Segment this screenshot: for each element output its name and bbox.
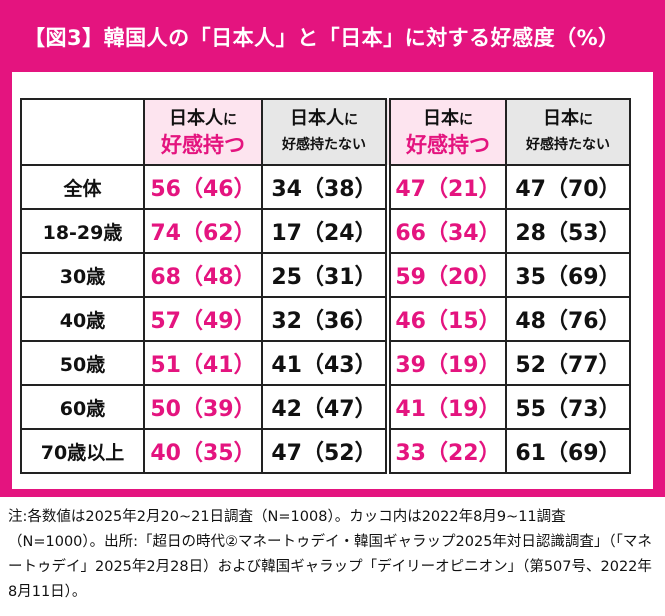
- value-cell: 59（20）: [385, 252, 507, 298]
- header-japan-favorable: 日本に 好感持つ: [385, 98, 507, 166]
- header-line1-suffix: に: [579, 111, 593, 128]
- table-corner-cell: [20, 98, 145, 166]
- value-cell: 32（36）: [261, 296, 389, 342]
- row-label: 18-29歳: [20, 208, 145, 254]
- value-cell: 40（35）: [143, 428, 263, 474]
- header-line2: 好感持たない: [282, 136, 366, 153]
- table-row: 18-29歳 74（62） 17（24） 66（34） 28（53）: [20, 208, 631, 254]
- row-label: 全体: [20, 164, 145, 210]
- header-line1-suffix: に: [344, 111, 358, 128]
- row-label: 50歳: [20, 340, 145, 386]
- value-cell: 17（24）: [261, 208, 389, 254]
- row-label: 60歳: [20, 384, 145, 430]
- header-line1: 日本人: [290, 107, 344, 129]
- header-line2: 好感持つ: [161, 132, 245, 157]
- row-label: 40歳: [20, 296, 145, 342]
- value-cell: 56（46）: [143, 164, 263, 210]
- value-cell: 48（76）: [505, 296, 631, 342]
- value-cell: 39（19）: [385, 340, 507, 386]
- value-cell: 50（39）: [143, 384, 263, 430]
- header-japanese-people-unfavorable: 日本人に 好感持たない: [261, 98, 389, 166]
- table-row: 50歳 51（41） 41（43） 39（19） 52（77）: [20, 340, 631, 386]
- value-cell: 61（69）: [505, 428, 631, 474]
- table-row: 70歳以上 40（35） 47（52） 33（22） 61（69）: [20, 428, 631, 474]
- table-header-row: 日本人に 好感持つ 日本人に 好感持たない 日本に 好感持つ 日本に 好感持たな…: [20, 98, 631, 166]
- table-row: 全体 56（46） 34（38） 47（21） 47（70）: [20, 164, 631, 210]
- value-cell: 47（52）: [261, 428, 389, 474]
- value-cell: 41（43）: [261, 340, 389, 386]
- header-line2: 好感持たない: [526, 136, 610, 153]
- value-cell: 25（31）: [261, 252, 389, 298]
- value-cell: 52（77）: [505, 340, 631, 386]
- table-row: 60歳 50（39） 42（47） 41（19） 55（73）: [20, 384, 631, 430]
- value-cell: 42（47）: [261, 384, 389, 430]
- value-cell: 46（15）: [385, 296, 507, 342]
- header-japanese-people-favorable: 日本人に 好感持つ: [143, 98, 263, 166]
- row-label: 70歳以上: [20, 428, 145, 474]
- header-japan-unfavorable: 日本に 好感持たない: [505, 98, 631, 166]
- value-cell: 35（69）: [505, 252, 631, 298]
- value-cell: 47（21）: [385, 164, 507, 210]
- value-cell: 74（62）: [143, 208, 263, 254]
- value-cell: 55（73）: [505, 384, 631, 430]
- header-line1: 日本人: [169, 107, 223, 129]
- table-row: 40歳 57（49） 32（36） 46（15） 48（76）: [20, 296, 631, 342]
- header-line1: 日本: [423, 107, 459, 129]
- value-cell: 68（48）: [143, 252, 263, 298]
- value-cell: 66（34）: [385, 208, 507, 254]
- value-cell: 34（38）: [261, 164, 389, 210]
- footnote: 注:各数値は2025年2月20~21日調査（N=1008）。カッコ内は2022年…: [8, 509, 652, 600]
- survey-table: 日本人に 好感持つ 日本人に 好感持たない 日本に 好感持つ 日本に 好感持たな…: [20, 98, 631, 474]
- figure-title: 【図3】韓国人の「日本人」と「日本」に対する好感度（%）: [24, 26, 620, 50]
- header-line2: 好感持つ: [406, 132, 490, 157]
- header-line1-suffix: に: [223, 111, 237, 128]
- value-cell: 57（49）: [143, 296, 263, 342]
- table-row: 30歳 68（48） 25（31） 59（20） 35（69）: [20, 252, 631, 298]
- value-cell: 41（19）: [385, 384, 507, 430]
- row-label: 30歳: [20, 252, 145, 298]
- value-cell: 33（22）: [385, 428, 507, 474]
- value-cell: 51（41）: [143, 340, 263, 386]
- header-line1: 日本: [543, 107, 579, 129]
- value-cell: 47（70）: [505, 164, 631, 210]
- value-cell: 28（53）: [505, 208, 631, 254]
- header-line1-suffix: に: [459, 111, 473, 128]
